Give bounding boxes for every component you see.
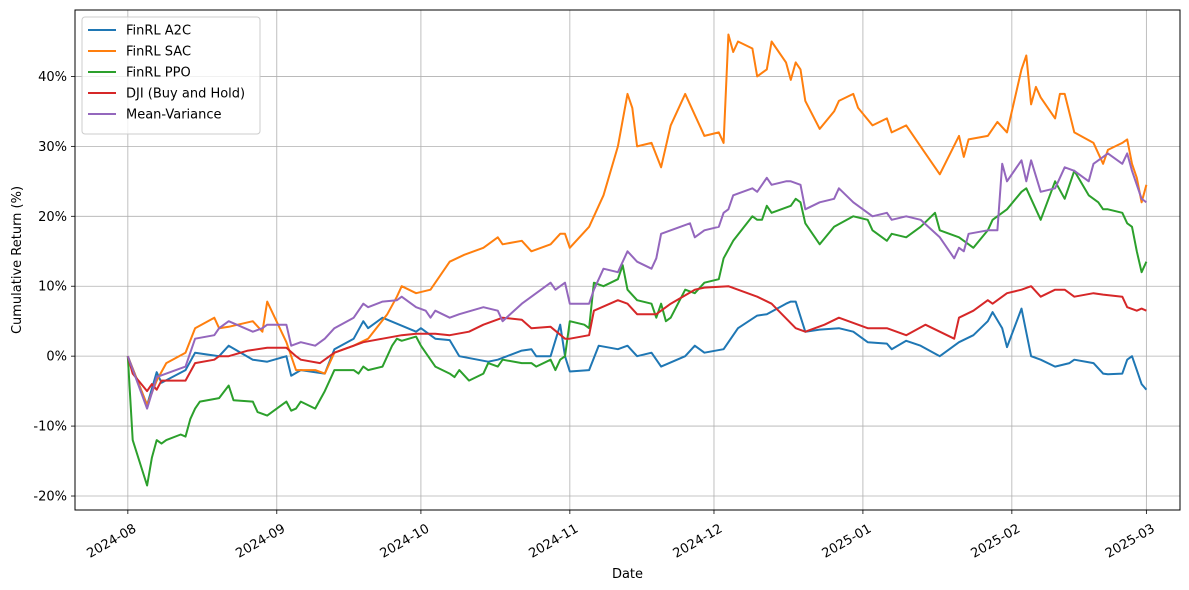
- plot-area-frame: [74, 9, 1181, 511]
- grid-lines: [75, 10, 1180, 510]
- legend: FinRL A2C FinRL SAC FinRL PPO DJI (Buy and …: [81, 16, 261, 135]
- legend-label: FinRL A2C: [126, 24, 191, 39]
- y-tick-label: 30%: [38, 140, 67, 155]
- y-tick-label: 0%: [46, 350, 67, 365]
- series-lines: [126, 33, 1148, 487]
- y-tick-label: -10%: [33, 420, 67, 435]
- series-line-dji-buy-and-hold: [126, 285, 1147, 393]
- legend-label: DJI (Buy and Hold): [126, 87, 245, 102]
- series-line-mean-variance: [126, 152, 1147, 410]
- y-axis-label: Cumulative Return (%): [10, 186, 25, 334]
- x-axis-label: Date: [612, 567, 643, 582]
- y-tick-label: 10%: [38, 280, 67, 295]
- legend-box: [81, 16, 261, 135]
- legend-label: FinRL SAC: [126, 45, 191, 60]
- legend-label: FinRL PPO: [126, 66, 191, 81]
- y-tick-label: -20%: [33, 490, 67, 505]
- y-tick-label: 20%: [38, 210, 67, 225]
- legend-label: Mean-Variance: [126, 108, 222, 123]
- series-line-finrl-ppo: [126, 169, 1148, 487]
- y-tick-label: 40%: [38, 70, 67, 85]
